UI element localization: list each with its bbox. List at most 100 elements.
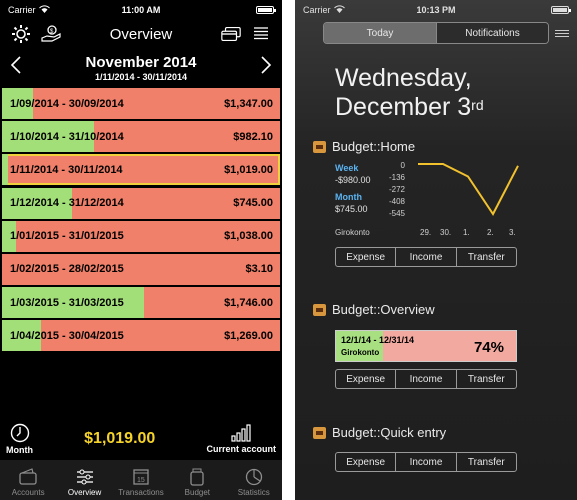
period-row[interactable]: 1/01/2015 - 31/01/2015 $1,038.00 xyxy=(2,220,280,252)
month-navigator: November 2014 1/11/2014 - 30/11/2014 xyxy=(0,48,282,88)
status-bar: Carrier 11:00 AM xyxy=(0,0,282,20)
chevron-left-icon[interactable] xyxy=(8,55,24,81)
battery-icon xyxy=(551,6,571,14)
period-range: 1/04/2015 - 30/04/2015 xyxy=(10,329,124,342)
period-row[interactable]: 1/03/2015 - 31/03/2015 $1,746.00 xyxy=(2,287,280,319)
budget-app-icon xyxy=(313,140,326,153)
sliders-icon xyxy=(75,466,95,488)
period-row[interactable]: 1/04/2015 - 30/04/2015 $1,269.00 xyxy=(2,320,280,352)
period-list: 1/09/2014 - 30/09/2014 $1,347.00 1/10/2014… xyxy=(2,88,280,354)
expense-button[interactable]: Expense xyxy=(346,373,386,385)
y-tick-label: 0 xyxy=(400,161,405,170)
month-value: $745.00 xyxy=(335,204,368,214)
summary-bar: Month $1,019.00 Current account xyxy=(0,418,282,460)
transfer-button[interactable]: Transfer xyxy=(455,248,516,266)
period-row[interactable]: 1/10/2014 - 31/10/2014 $982.10 xyxy=(2,121,280,153)
period-row[interactable]: 1/12/2014 - 31/12/2014 $745.00 xyxy=(2,187,280,219)
period-amount: $1,347.00 xyxy=(224,97,273,110)
month-label: Month xyxy=(335,192,362,202)
cards-icon[interactable] xyxy=(220,23,242,45)
overview-progress-fill xyxy=(336,331,383,361)
budget-app-icon xyxy=(313,426,326,439)
tab-label: Budget xyxy=(184,488,211,497)
tab-notifications[interactable]: Notifications xyxy=(436,23,548,43)
today-widget-screen: Carrier 10:13 PM Today Notifications Wed… xyxy=(295,0,577,500)
account-selector[interactable]: Current account xyxy=(206,424,276,454)
tab-statistics[interactable]: Statistics xyxy=(226,466,282,497)
y-tick-label: -408 xyxy=(388,197,405,206)
battery-icon xyxy=(256,6,276,14)
x-tick-label: 3. xyxy=(509,228,516,237)
period-range: 1/01/2015 - 31/01/2015 xyxy=(10,230,124,243)
period-progress-fill xyxy=(2,121,94,153)
status-time: 11:00 AM xyxy=(121,5,161,15)
month-title: November 2014 xyxy=(85,54,197,71)
income-button[interactable]: Income xyxy=(395,248,455,266)
period-range: 1/02/2015 - 28/02/2015 xyxy=(10,263,124,276)
clock-icon xyxy=(10,423,30,445)
period-amount: $745.00 xyxy=(233,197,273,210)
budget-overview-title: Budget::Overview xyxy=(332,302,435,317)
summary-amount: $1,019.00 xyxy=(84,430,156,447)
quick-entry-header[interactable]: Budget::Quick entry xyxy=(295,425,446,440)
date-heading: Wednesday, December 3rd xyxy=(295,46,577,122)
overview-progress[interactable]: 12/1/14 - 12/31/14 Girokonto 74% xyxy=(335,330,517,362)
top-toolbar: $ Overview xyxy=(0,20,282,48)
transfer-button[interactable]: Transfer xyxy=(455,370,516,388)
bars-icon xyxy=(230,424,252,444)
overview-range: 12/1/14 - 12/31/14 xyxy=(341,335,415,345)
menu-icon[interactable] xyxy=(555,29,569,37)
tab-bar: Accounts Overview 15 Transactions Budget Stat… xyxy=(0,460,282,500)
segmented-control: Today Notifications xyxy=(323,22,549,44)
period-progress-fill xyxy=(2,320,41,352)
wifi-icon xyxy=(333,5,345,15)
expense-button[interactable]: Expense xyxy=(346,456,386,468)
period-range: 1/11/2014 - 30/11/2014 xyxy=(10,163,123,176)
overview-screen: Carrier 11:00 AM $ Overview xyxy=(0,0,282,500)
budget-series-line xyxy=(418,163,519,216)
tab-today[interactable]: Today xyxy=(324,23,436,43)
income-button[interactable]: Income xyxy=(395,370,455,388)
hand-money-icon[interactable]: $ xyxy=(40,23,62,45)
pie-icon xyxy=(245,466,263,488)
y-tick-label: -545 xyxy=(388,209,405,218)
week-value: -$980.00 xyxy=(335,175,371,185)
period-progress-fill xyxy=(2,88,33,119)
period-row[interactable]: 1/02/2015 - 28/02/2015 $3.10 xyxy=(2,253,280,285)
budget-overview-header[interactable]: Budget::Overview xyxy=(295,302,435,317)
budget-home-title: Budget::Home xyxy=(332,139,416,154)
home-action-buttons: Expense Income Transfer xyxy=(335,247,517,267)
gear-icon[interactable] xyxy=(10,23,32,45)
period-amount: $982.10 xyxy=(233,130,273,143)
x-tick-label: 29. xyxy=(420,228,432,237)
tab-accounts[interactable]: Accounts xyxy=(0,466,56,497)
period-progress-fill xyxy=(2,154,8,186)
period-range: 1/03/2015 - 31/03/2015 xyxy=(10,296,124,309)
status-bar-right: Carrier 10:13 PM xyxy=(295,0,577,20)
month-toggle[interactable]: Month xyxy=(6,423,33,455)
tab-label: Accounts xyxy=(11,488,45,497)
period-row[interactable]: 1/11/2014 - 30/11/2014 $1,019.00 xyxy=(2,154,280,186)
tab-transactions[interactable]: 15 Transactions xyxy=(113,466,169,497)
page-title: Overview xyxy=(109,25,173,43)
transfer-button[interactable]: Transfer xyxy=(455,453,516,471)
expense-button[interactable]: Expense xyxy=(346,251,386,263)
period-amount: $3.10 xyxy=(245,263,273,276)
status-time-right: 10:13 PM xyxy=(416,5,456,15)
y-tick-label: -136 xyxy=(388,173,405,182)
list-icon[interactable] xyxy=(250,23,272,45)
x-tick-label: 30. xyxy=(440,228,452,237)
budget-home-header[interactable]: Budget::Home xyxy=(295,139,415,154)
carrier-label: Carrier xyxy=(8,5,36,15)
quick-entry-title: Budget::Quick entry xyxy=(332,425,447,440)
tab-overview[interactable]: Overview xyxy=(57,466,113,497)
period-row[interactable]: 1/09/2014 - 30/09/2014 $1,347.00 xyxy=(2,88,280,119)
period-amount: $1,019.00 xyxy=(224,163,273,176)
income-button[interactable]: Income xyxy=(395,453,455,471)
x-tick-label: 1. xyxy=(463,228,470,237)
chevron-right-icon[interactable] xyxy=(258,55,274,81)
budget-home-figures: Week -$980.00 Month $745.00 xyxy=(335,162,395,215)
tab-budget[interactable]: Budget xyxy=(169,466,225,497)
overview-account: Girokonto xyxy=(341,348,380,357)
wallet-icon xyxy=(18,466,38,488)
